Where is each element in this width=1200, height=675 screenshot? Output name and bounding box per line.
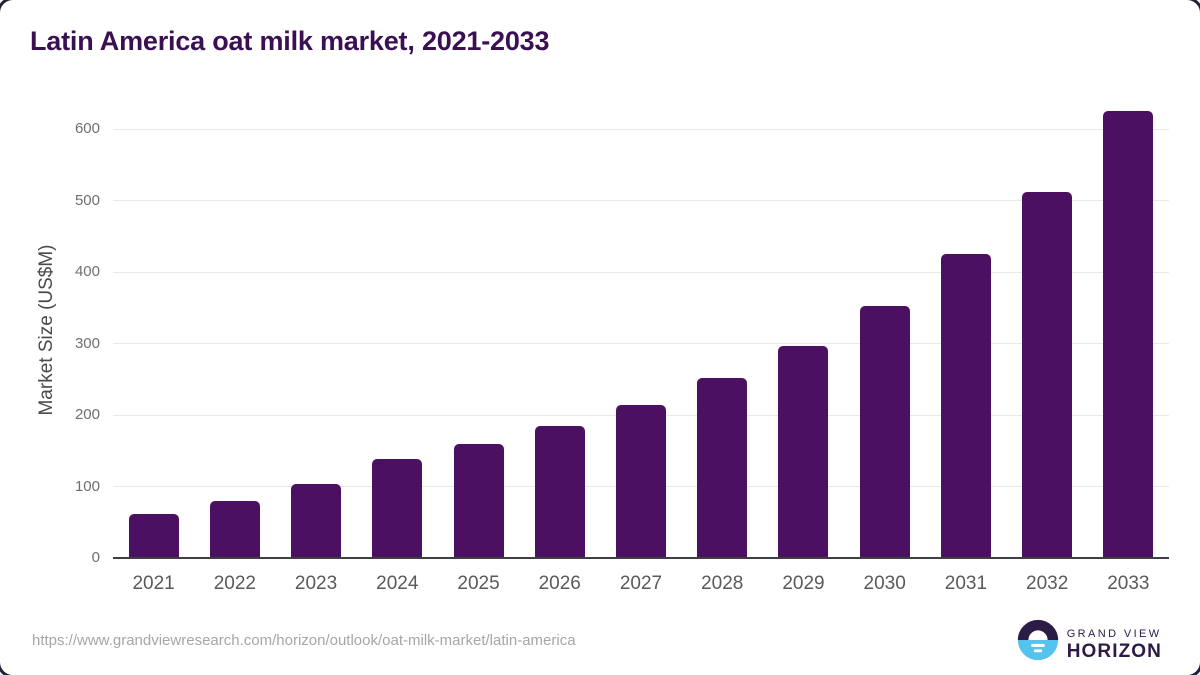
y-tick-label-200: 200 [74,406,100,423]
gridline-400 [113,271,1169,273]
gridline-500 [113,200,1169,201]
x-tick-label-2021: 2021 [132,573,175,594]
x-tick-label-2022: 2022 [213,573,256,594]
x-tick-label-2023: 2023 [294,573,338,594]
x-tick-label-2032: 2032 [1026,573,1069,594]
bar-2025 [453,443,504,558]
gridline-300 [113,343,1169,344]
bar-2027 [616,404,666,558]
x-tick-label-2025: 2025 [457,573,500,594]
bar-2030 [859,305,910,558]
logo-line1: GRAND VIEW [1066,628,1162,640]
source-url[interactable]: https://www.grandviewresearch.com/horizo… [32,632,576,649]
y-tick-label-500: 500 [74,191,100,209]
bar-2028 [697,377,748,558]
y-tick-label-300: 300 [74,334,100,352]
bar-2029 [778,345,829,558]
x-tick-label-2033: 2033 [1107,573,1150,594]
horizon-sun-icon [1017,619,1058,661]
y-tick-label-600: 600 [74,120,100,137]
bar-2026 [534,426,585,558]
x-tick-label-2027: 2027 [619,573,663,594]
x-tick-label-2026: 2026 [538,573,581,594]
grand-view-horizon-logo: GRAND VIEW HORIZON [1016,618,1162,663]
bar-2031 [940,254,991,558]
logo-line2: HORIZON [1066,641,1162,662]
x-axis-line [113,557,1169,559]
y-tick-label-400: 400 [74,263,100,280]
x-tick-label-2030: 2030 [863,573,906,594]
x-tick-label-2028: 2028 [701,573,744,594]
y-tick-label-0: 0 [91,549,100,566]
gridline-600 [113,128,1169,130]
x-tick-label-2024: 2024 [376,573,419,594]
bar-2022 [209,500,260,558]
chart-title: Latin America oat milk market, 2021-2033 [30,26,550,56]
bar-2023 [291,483,342,558]
logo-text: GRAND VIEW HORIZON [1067,618,1162,663]
bar-2021 [128,514,179,558]
x-tick-label-2029: 2029 [782,573,825,594]
bar-2033 [1103,111,1154,558]
y-tick-label-100: 100 [74,477,100,495]
bar-2032 [1022,191,1073,558]
x-tick-label-2031: 2031 [944,573,988,594]
bar-2024 [372,459,423,558]
